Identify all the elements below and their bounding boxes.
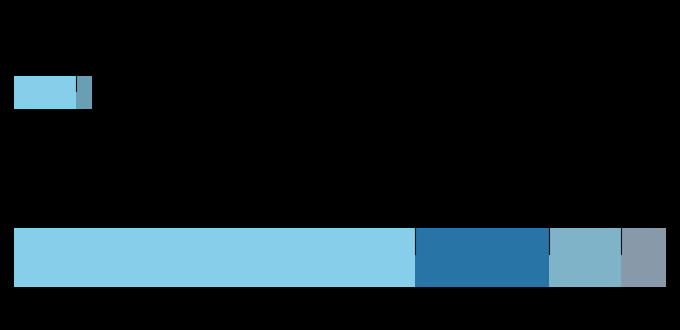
FancyBboxPatch shape xyxy=(621,228,666,287)
FancyBboxPatch shape xyxy=(14,76,76,109)
FancyBboxPatch shape xyxy=(14,228,415,287)
FancyBboxPatch shape xyxy=(549,228,621,287)
FancyBboxPatch shape xyxy=(76,76,92,109)
FancyBboxPatch shape xyxy=(415,228,549,287)
